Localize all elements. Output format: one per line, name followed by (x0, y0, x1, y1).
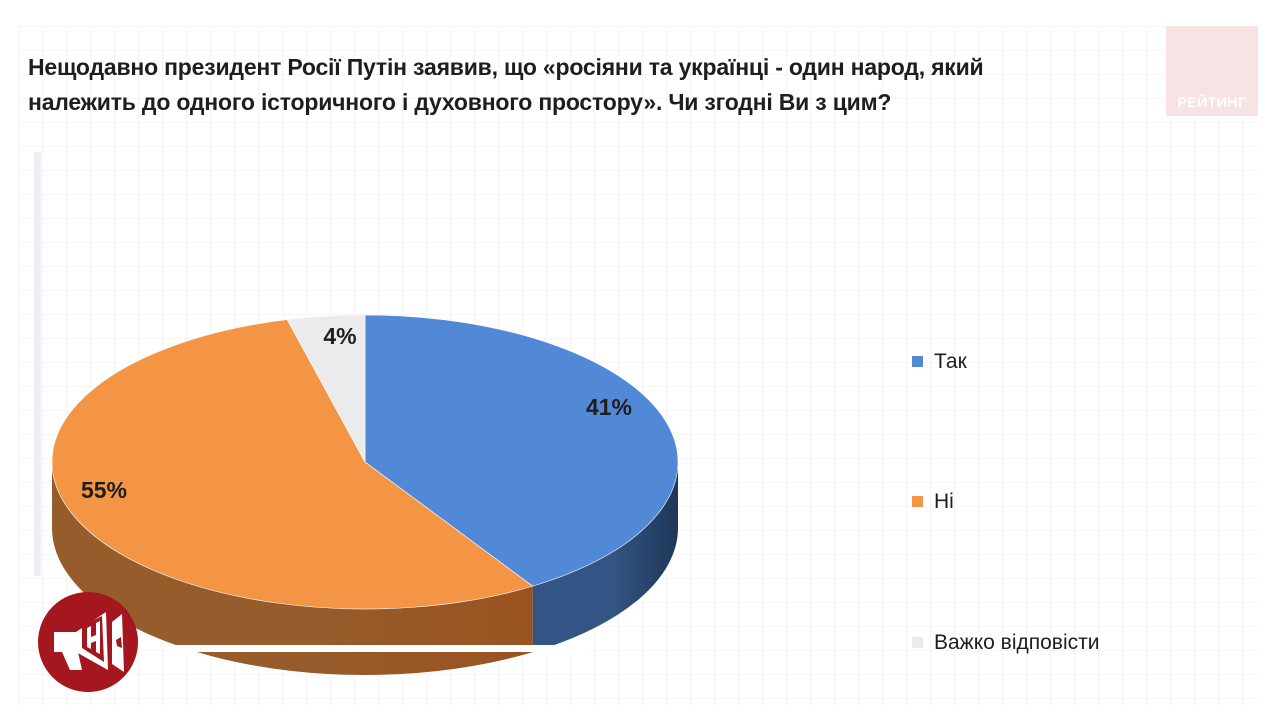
data-label-2: 4% (323, 323, 356, 349)
legend-swatch-1 (912, 496, 923, 507)
data-label-1: 55% (81, 477, 127, 503)
decorative-bar (34, 152, 41, 576)
pie-slice-2 (286, 314, 366, 463)
decorative-strip (168, 645, 588, 652)
brand-watermark: РЕЙТИНГ (1166, 26, 1258, 116)
legend-label-0: Так (934, 350, 967, 373)
channel-logo (38, 592, 138, 692)
chart-title-line-1: Нещодавно президент Росії Путін заявив, … (28, 54, 984, 80)
pie-side-1 (51, 462, 533, 676)
pie-slice-0 (364, 314, 679, 587)
pie-side-0 (532, 462, 678, 653)
pie-slice-1 (51, 319, 534, 610)
legend-label-2: Важко відповісти (934, 631, 1100, 654)
chart-title-line-2: належить до одного історичного і духовно… (28, 89, 892, 115)
brand-label: РЕЙТИНГ (1177, 94, 1247, 110)
legend-swatch-2 (912, 637, 923, 648)
data-label-0: 41% (586, 394, 632, 420)
legend-label-1: Ні (934, 490, 954, 513)
megaphone-icon (54, 612, 124, 672)
legend-swatch-0 (912, 356, 923, 367)
chart-title: Нещодавно президент Росії Путін заявив, … (28, 50, 1128, 120)
